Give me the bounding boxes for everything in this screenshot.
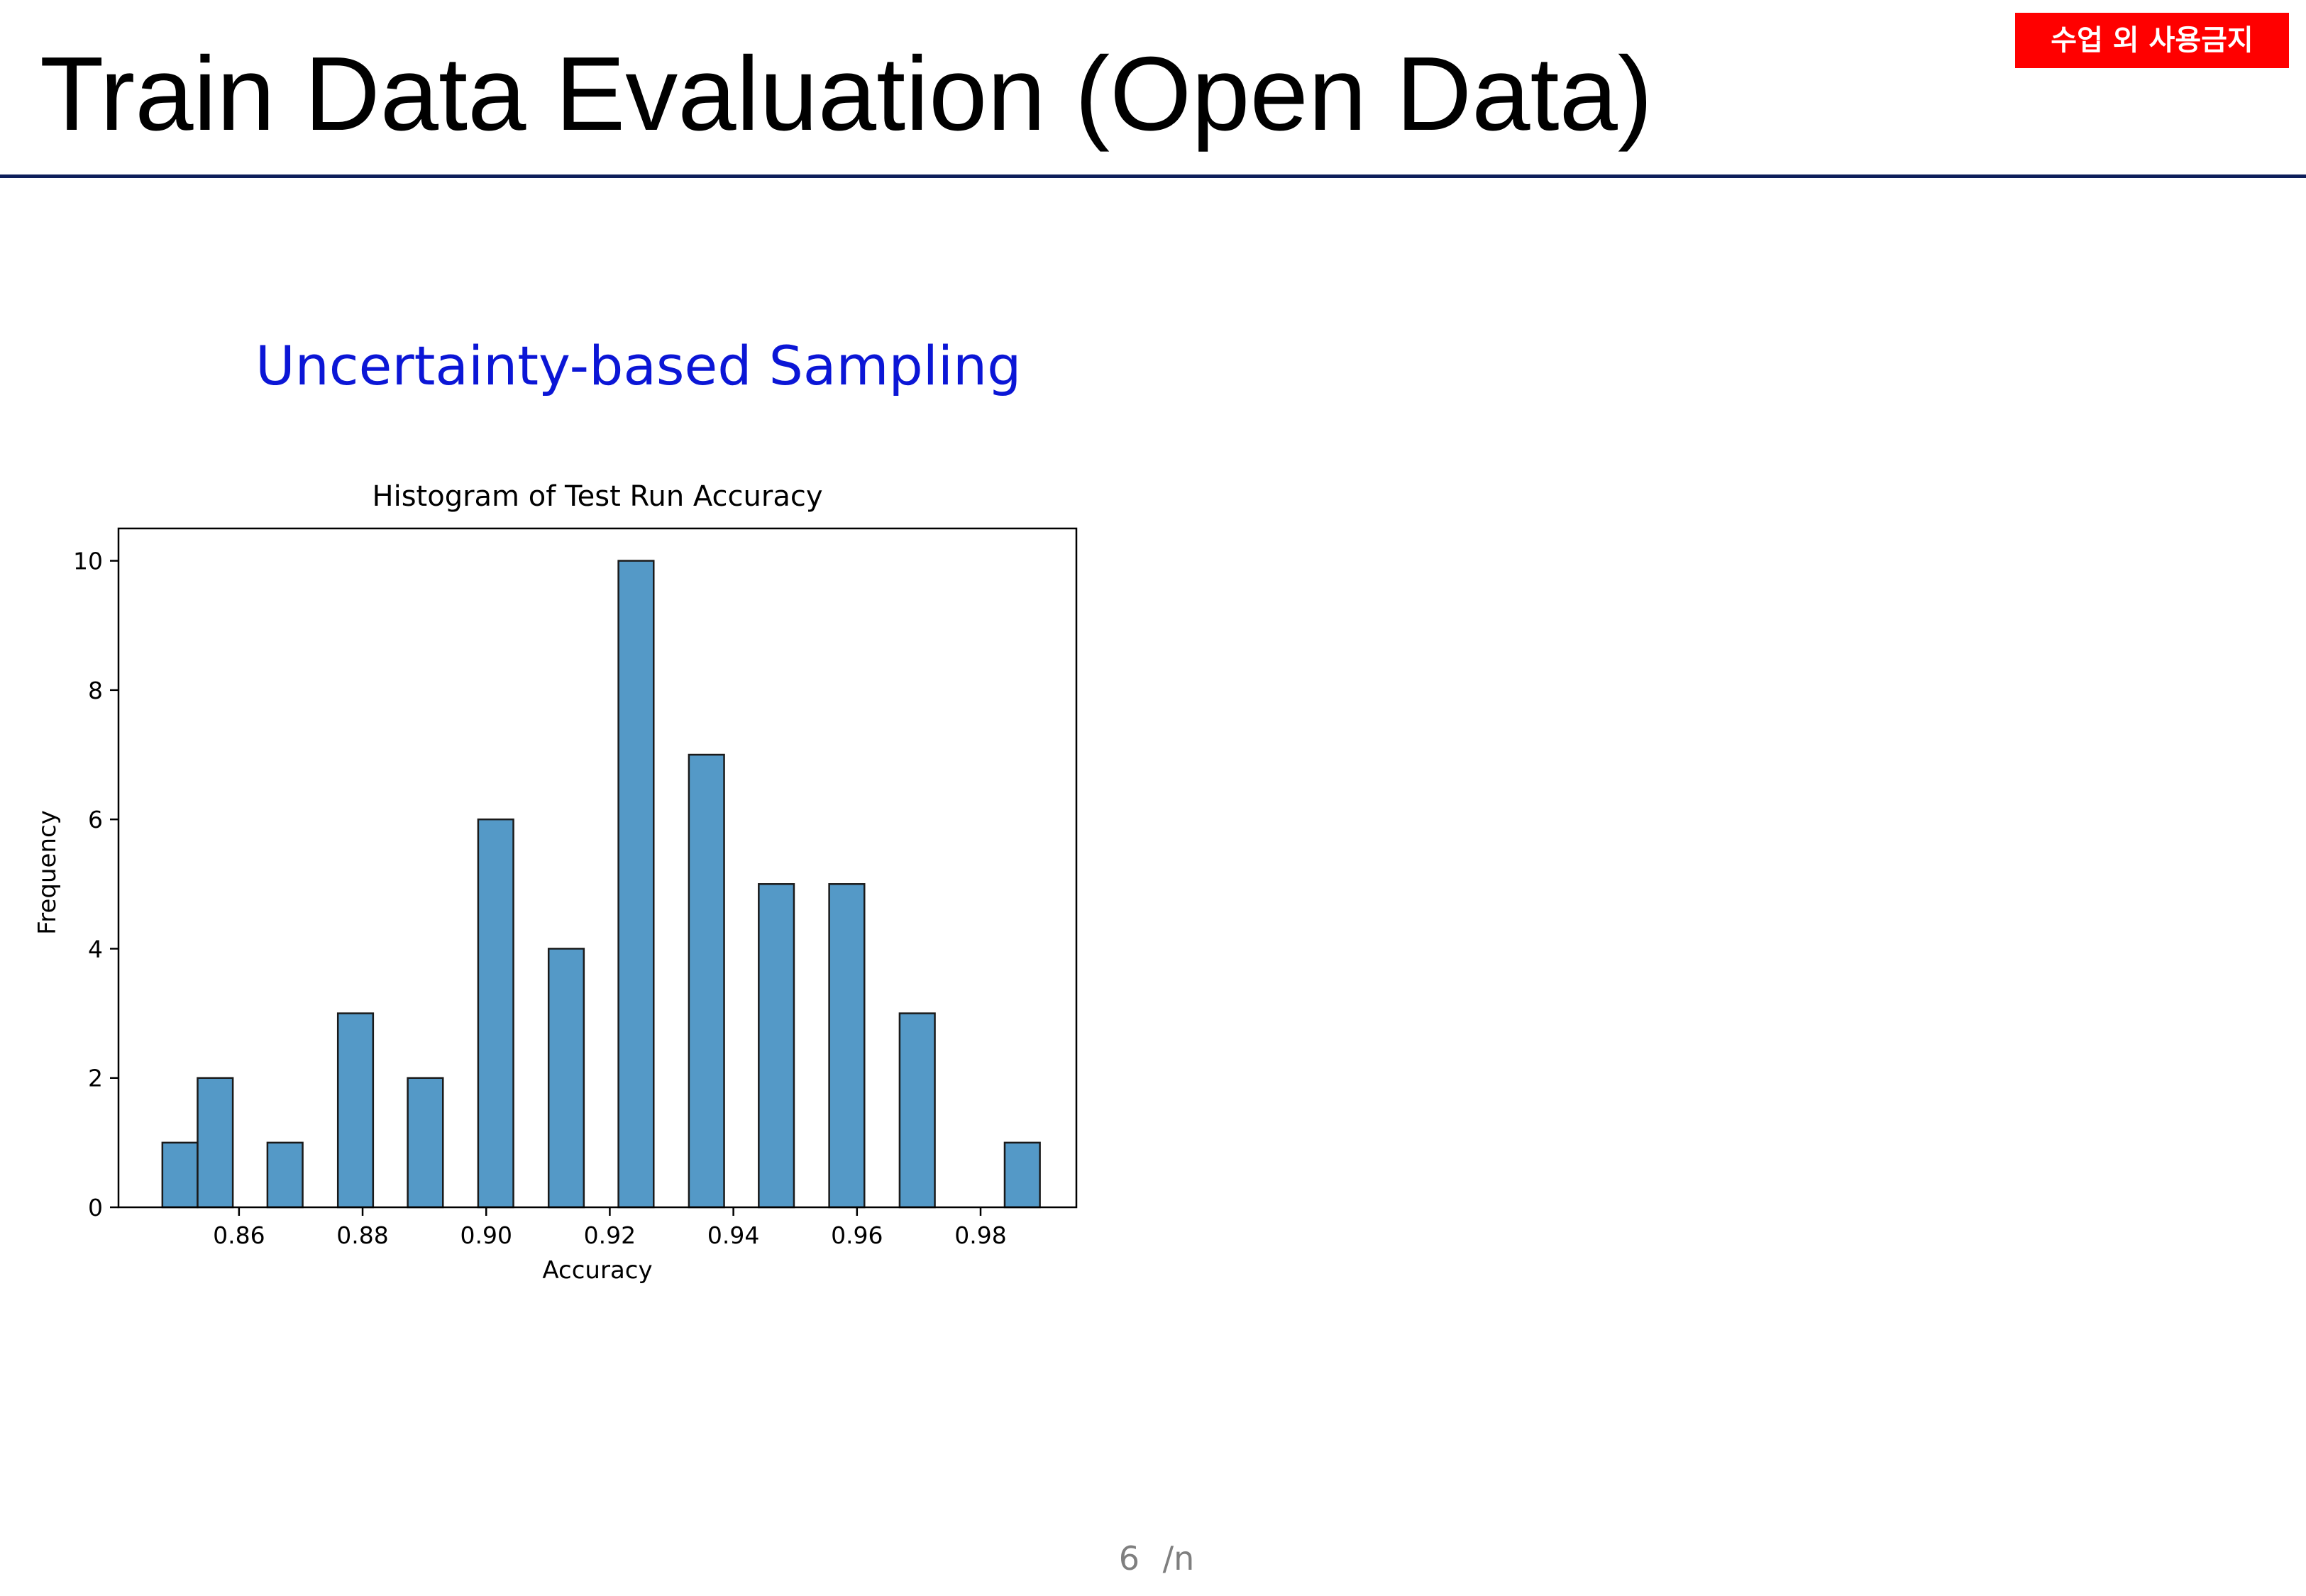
x-tick-label-1: 0.88 xyxy=(336,1221,388,1249)
x-tick-label-6: 0.98 xyxy=(954,1221,1006,1249)
y-axis-label: Frequency xyxy=(33,810,62,935)
histogram-bars xyxy=(161,560,1041,1209)
x-tick-label-2: 0.90 xyxy=(460,1221,512,1249)
y-tick-label-2: 4 xyxy=(88,935,103,963)
y-tick-label-5: 10 xyxy=(73,548,103,575)
x-tick-label-0: 0.86 xyxy=(213,1221,265,1249)
histogram-bar-2 xyxy=(266,1141,304,1209)
histogram-bar-7 xyxy=(617,560,655,1209)
histogram-bar-4 xyxy=(407,1077,444,1209)
page-total: /n xyxy=(1162,1539,1195,1578)
y-tick-label-4: 8 xyxy=(88,677,103,704)
x-tick-label-3: 0.92 xyxy=(584,1221,636,1249)
histogram-bar-8 xyxy=(688,753,725,1209)
slide-title: Train Data Evaluation (Open Data) xyxy=(40,35,1653,153)
histogram-bar-11 xyxy=(898,1012,936,1209)
title-divider xyxy=(0,174,2306,178)
histogram-chart: Histogram of Test Run Accuracy 0.86 0.88 0… xyxy=(33,480,1078,1285)
no-reuse-badge: 수업 외 사용금지 xyxy=(2015,13,2289,68)
plot-frame xyxy=(117,527,1078,1209)
x-axis-label: Accuracy xyxy=(542,1256,652,1285)
histogram-bar-6 xyxy=(547,948,585,1209)
x-tick-label-4: 0.94 xyxy=(707,1221,759,1249)
chart-subtitle: Uncertainty-based Sampling xyxy=(255,334,1022,397)
histogram-bar-12 xyxy=(1003,1141,1041,1209)
histogram-bar-5 xyxy=(477,818,514,1209)
page-number: 6 /n xyxy=(1107,1539,1206,1578)
y-tick-label-1: 2 xyxy=(88,1065,103,1092)
histogram-bar-10 xyxy=(828,883,866,1209)
chart-title: Histogram of Test Run Accuracy xyxy=(373,480,823,513)
y-axis-ticks: 0 2 4 6 8 10 xyxy=(73,548,118,1221)
x-axis-ticks: 0.86 0.88 0.90 0.92 0.94 0.96 0.98 xyxy=(213,1207,1007,1249)
histogram-bar-3 xyxy=(336,1012,375,1209)
histogram-bar-9 xyxy=(758,883,795,1209)
y-tick-label-0: 0 xyxy=(88,1194,103,1221)
page-current: 6 xyxy=(1118,1539,1140,1578)
y-tick-label-3: 6 xyxy=(88,806,103,833)
histogram-bar-1 xyxy=(197,1077,234,1209)
histogram-bar-0 xyxy=(161,1141,199,1209)
x-tick-label-5: 0.96 xyxy=(831,1221,883,1249)
